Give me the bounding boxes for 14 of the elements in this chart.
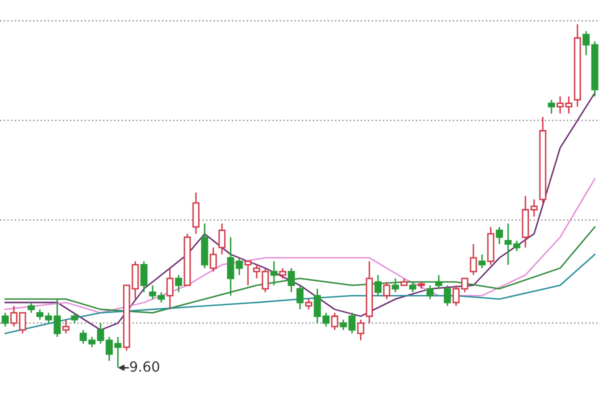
candlestick: [366, 260, 373, 324]
candlestick: [253, 264, 260, 280]
annotation: 9.60: [130, 361, 160, 372]
candlestick: [357, 318, 364, 341]
candlestick: [279, 267, 286, 280]
candlestick: [288, 267, 295, 293]
candlestick: [270, 260, 278, 286]
candlestick: [175, 274, 182, 293]
candlestick: [166, 267, 174, 310]
candlestick: [62, 318, 70, 334]
candlestick: [227, 236, 234, 296]
candlestick: [539, 116, 546, 204]
candlestick: [305, 298, 312, 310]
candlestick: [435, 274, 442, 290]
